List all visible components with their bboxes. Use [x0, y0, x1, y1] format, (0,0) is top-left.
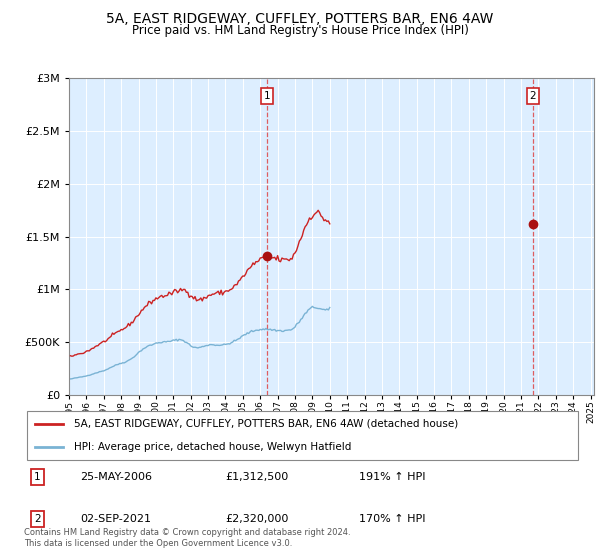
Text: £2,320,000: £2,320,000 — [225, 514, 288, 524]
Text: 25-MAY-2006: 25-MAY-2006 — [80, 472, 152, 482]
Text: 191% ↑ HPI: 191% ↑ HPI — [359, 472, 425, 482]
Text: Price paid vs. HM Land Registry's House Price Index (HPI): Price paid vs. HM Land Registry's House … — [131, 24, 469, 37]
Text: HPI: Average price, detached house, Welwyn Hatfield: HPI: Average price, detached house, Welw… — [74, 442, 352, 452]
Text: 2: 2 — [529, 91, 536, 101]
Text: 5A, EAST RIDGEWAY, CUFFLEY, POTTERS BAR, EN6 4AW: 5A, EAST RIDGEWAY, CUFFLEY, POTTERS BAR,… — [106, 12, 494, 26]
Text: £1,312,500: £1,312,500 — [225, 472, 288, 482]
Text: 170% ↑ HPI: 170% ↑ HPI — [359, 514, 425, 524]
Text: 1: 1 — [264, 91, 271, 101]
Text: 02-SEP-2021: 02-SEP-2021 — [80, 514, 151, 524]
FancyBboxPatch shape — [27, 411, 578, 460]
Text: 5A, EAST RIDGEWAY, CUFFLEY, POTTERS BAR, EN6 4AW (detached house): 5A, EAST RIDGEWAY, CUFFLEY, POTTERS BAR,… — [74, 419, 458, 429]
Text: 1: 1 — [34, 472, 41, 482]
Text: 2: 2 — [34, 514, 41, 524]
Text: Contains HM Land Registry data © Crown copyright and database right 2024.
This d: Contains HM Land Registry data © Crown c… — [24, 528, 350, 548]
